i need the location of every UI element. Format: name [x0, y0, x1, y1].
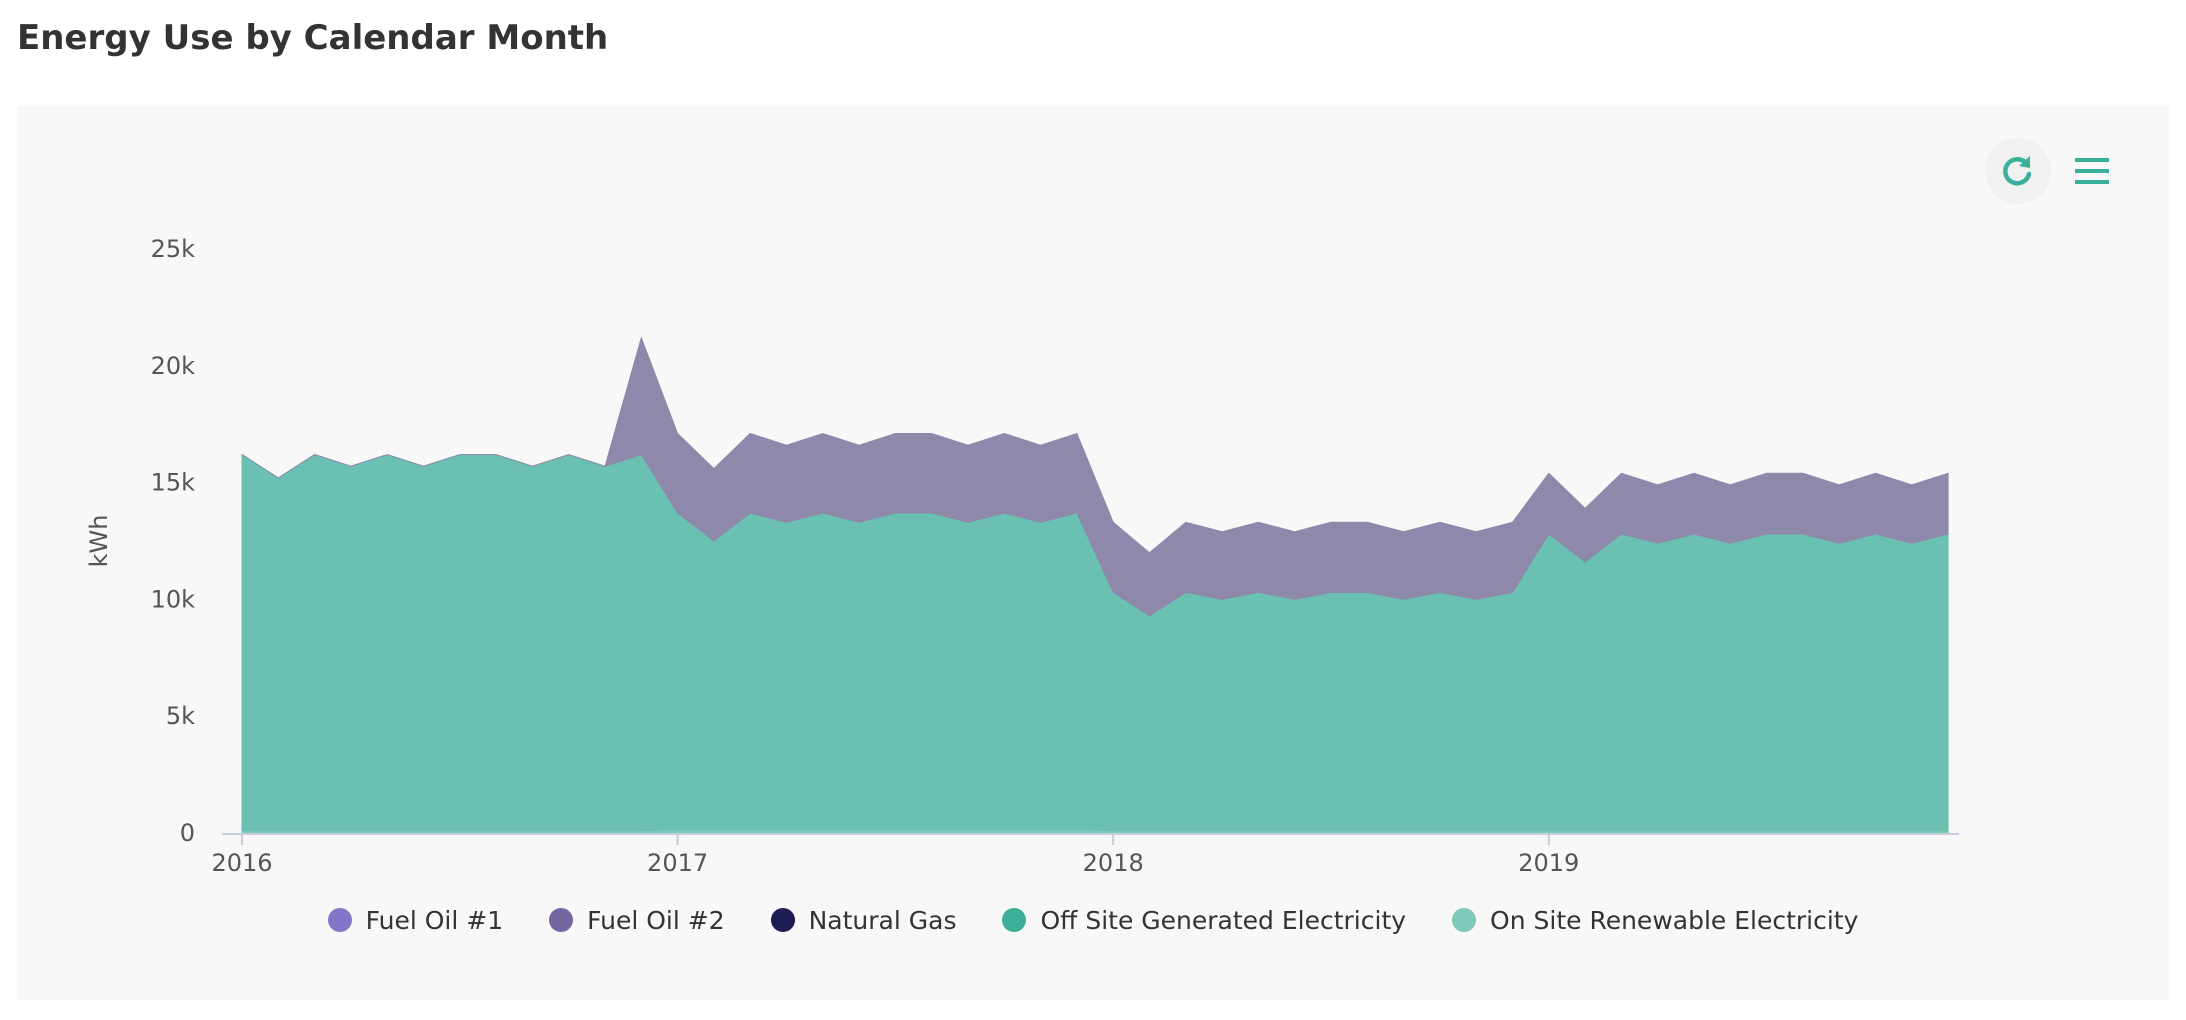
legend-item[interactable]: Fuel Oil #1 [327, 906, 504, 935]
legend-marker [549, 908, 574, 932]
legend-marker [327, 908, 352, 932]
y-axis-title: kWh [85, 515, 113, 568]
x-tick-label: 2017 [647, 849, 708, 877]
y-tick-label: 10k [151, 585, 196, 613]
legend-label: Fuel Oil #1 [365, 906, 504, 935]
y-tick-label: 15k [151, 469, 196, 497]
legend-marker [1452, 908, 1477, 932]
y-tick-label: 20k [151, 352, 196, 380]
page-title: Energy Use by Calendar Month [17, 18, 609, 58]
menu-button[interactable] [2067, 146, 2117, 196]
legend-label: Fuel Oil #2 [587, 906, 725, 935]
legend-label: On Site Renewable Electricity [1490, 906, 1859, 935]
area-chart: 0 5k 10k 15k 20k 25k kWh 2016 2017 2018 2019 [85, 235, 1959, 877]
legend-item[interactable]: Natural Gas [770, 906, 957, 935]
x-tick-label: 2018 [1083, 849, 1144, 877]
y-tick-label: 25k [151, 235, 196, 263]
chart-panel: 0 5k 10k 15k 20k 25k kWh 2016 2017 2018 2019 Fue… [17, 106, 2169, 1000]
legend-marker [770, 908, 795, 932]
y-tick-label: 0 [180, 819, 195, 847]
x-tick-label: 2019 [1518, 849, 1579, 877]
chart-legend: Fuel Oil #1 Fuel Oil #2 Natural Gas Off Sit… [17, 906, 2169, 935]
legend-item[interactable]: On Site Renewable Electricity [1452, 906, 1858, 935]
x-tick-label: 2016 [211, 849, 272, 877]
legend-label: Natural Gas [808, 906, 957, 935]
hamburger-menu-icon [2075, 158, 2109, 184]
y-tick-label: 5k [166, 702, 195, 730]
legend-label: Off Site Generated Electricity [1040, 906, 1407, 935]
legend-item[interactable]: Off Site Generated Electricity [1002, 906, 1406, 935]
refresh-button[interactable] [1985, 138, 2051, 204]
legend-item[interactable]: Fuel Oil #2 [549, 906, 725, 935]
legend-marker [1002, 908, 1027, 932]
area-series-fuel-oil-2[interactable] [241, 336, 1949, 617]
refresh-icon [2003, 156, 2032, 186]
